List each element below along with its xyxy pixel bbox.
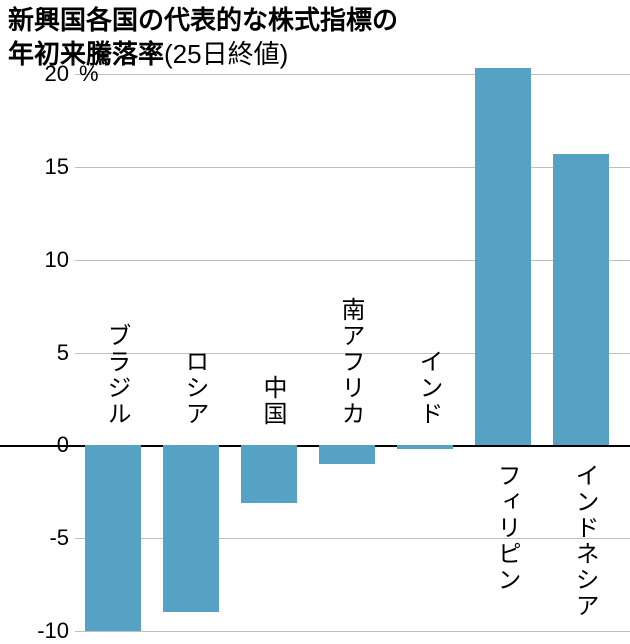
y-tick-label: 5 xyxy=(0,340,69,366)
gridline xyxy=(75,167,630,168)
bar-label: ブラジル xyxy=(99,323,134,427)
plot-area: ブラジル ロシア 中国 南アフリカ インドフィリピン インドネシア xyxy=(75,74,630,631)
bar-label: インド xyxy=(411,349,446,427)
bar xyxy=(553,154,609,445)
gridline xyxy=(75,631,630,632)
title-line-1: 新興国各国の代表的な株式指標の xyxy=(8,4,398,38)
bar-label: ロシア xyxy=(177,349,212,427)
bar xyxy=(85,445,141,631)
gridline xyxy=(75,260,630,261)
y-tick-label: 10 xyxy=(0,247,69,273)
gridline xyxy=(75,74,630,75)
bar xyxy=(475,68,531,445)
bar xyxy=(397,445,453,449)
bar-label: フィリピン xyxy=(489,463,524,593)
y-tick-label: 0 xyxy=(0,432,69,458)
bar-label: 中国 xyxy=(255,375,290,427)
bar-label: インドネシア xyxy=(567,463,602,619)
y-tick-label: -10 xyxy=(0,618,69,644)
title-line-2-subtitle: (25日終値) xyxy=(164,39,288,69)
unit-label: % xyxy=(79,61,99,87)
gridline xyxy=(75,538,630,539)
y-tick-label: -5 xyxy=(0,525,69,551)
bar xyxy=(319,445,375,464)
y-tick-label: 20 xyxy=(0,61,69,87)
y-tick-label: 15 xyxy=(0,154,69,180)
bar xyxy=(241,445,297,503)
bar xyxy=(163,445,219,612)
chart-container: ブラジルロシア中国南アフリカインドフィリピンインドネシア -10-5051015… xyxy=(0,74,630,631)
bar-label: 南アフリカ xyxy=(333,297,368,427)
